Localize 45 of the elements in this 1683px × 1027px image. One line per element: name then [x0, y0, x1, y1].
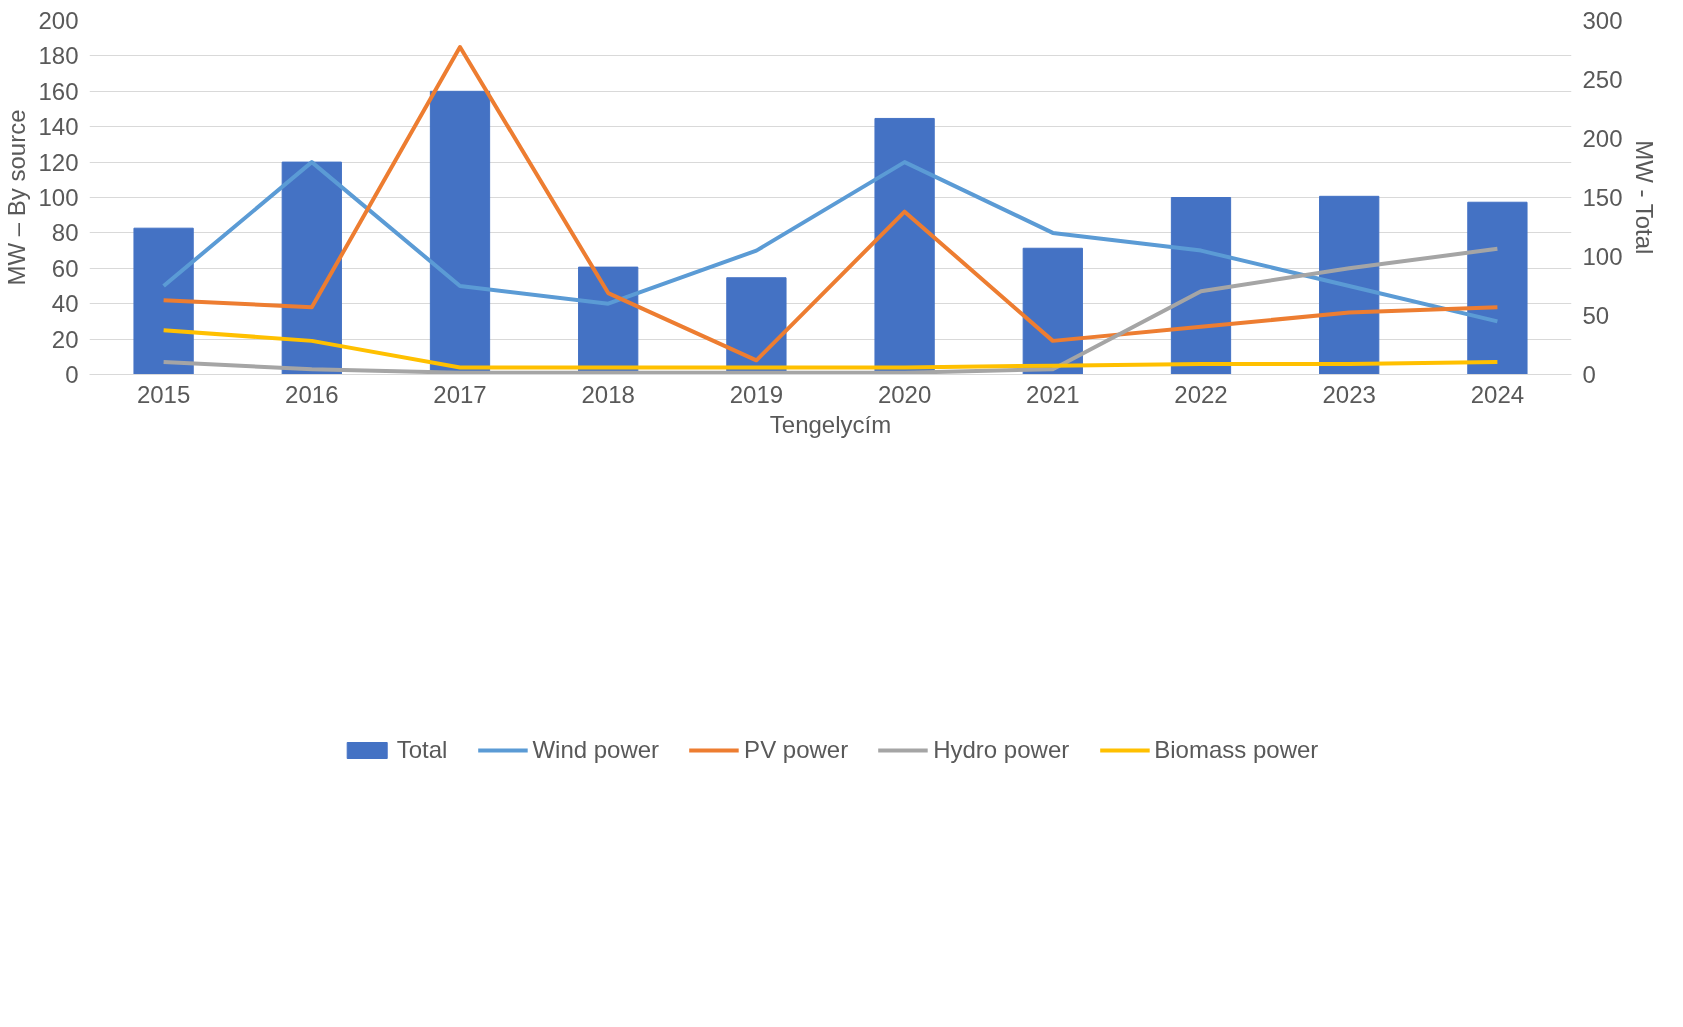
x-tick-label: 2018: [581, 380, 635, 408]
line-series: [161, 45, 1500, 363]
bar: [1467, 201, 1528, 375]
y-tick-label: 40: [51, 290, 79, 318]
legend-label: Hydro power: [933, 736, 1070, 764]
legend-label: Biomass power: [1154, 736, 1319, 764]
legend-label: PV power: [744, 736, 849, 764]
y2-axis-title: MW - Total: [1630, 140, 1658, 255]
bar: [1319, 195, 1380, 375]
y-tick-label: 20: [51, 325, 79, 353]
y-tick-label: 80: [51, 219, 79, 247]
y2-tick-label: 0: [1582, 361, 1596, 388]
x-tick-label: 2024: [1470, 380, 1525, 408]
y2-tick-label: 100: [1582, 243, 1623, 270]
x-tick-label: 2017: [433, 380, 487, 408]
x-tick-label: 2015: [136, 380, 191, 408]
y-tick-label: 100: [38, 184, 79, 211]
bar: [281, 161, 342, 375]
y-tick-label: 140: [38, 113, 79, 141]
y-tick-label: 120: [38, 148, 79, 176]
x-tick-label: 2020: [877, 380, 932, 408]
line-series: [161, 246, 1500, 375]
y2-tick-label: 250: [1582, 66, 1623, 93]
y-tick-label: 180: [38, 42, 79, 70]
y2-tick-label: 200: [1582, 125, 1623, 152]
y-tick-label: 160: [38, 77, 79, 105]
x-tick-label: 2016: [285, 380, 339, 408]
line-series: [161, 328, 1500, 370]
bar: [133, 227, 194, 375]
y2-tick-label: 300: [1582, 7, 1623, 34]
y2-tick-label: 50: [1582, 302, 1610, 329]
legend-label: Total: [396, 736, 448, 764]
x-axis-title: Tengelycím: [769, 410, 892, 438]
y-axis-title: MW – By source: [3, 109, 31, 286]
y-tick-label: 60: [51, 254, 79, 282]
y-tick-label: 0: [65, 361, 79, 388]
x-tick-label: 2023: [1322, 380, 1376, 408]
bar: [1170, 197, 1232, 375]
x-tick-label: 2022: [1174, 380, 1228, 408]
x-tick-label: 2021: [1026, 380, 1080, 408]
y-tick-label: 200: [38, 7, 79, 34]
x-tick-label: 2019: [729, 380, 784, 408]
legend-label: Wind power: [532, 736, 660, 764]
y2-tick-label: 150: [1582, 184, 1623, 211]
line-series: [161, 160, 1500, 324]
